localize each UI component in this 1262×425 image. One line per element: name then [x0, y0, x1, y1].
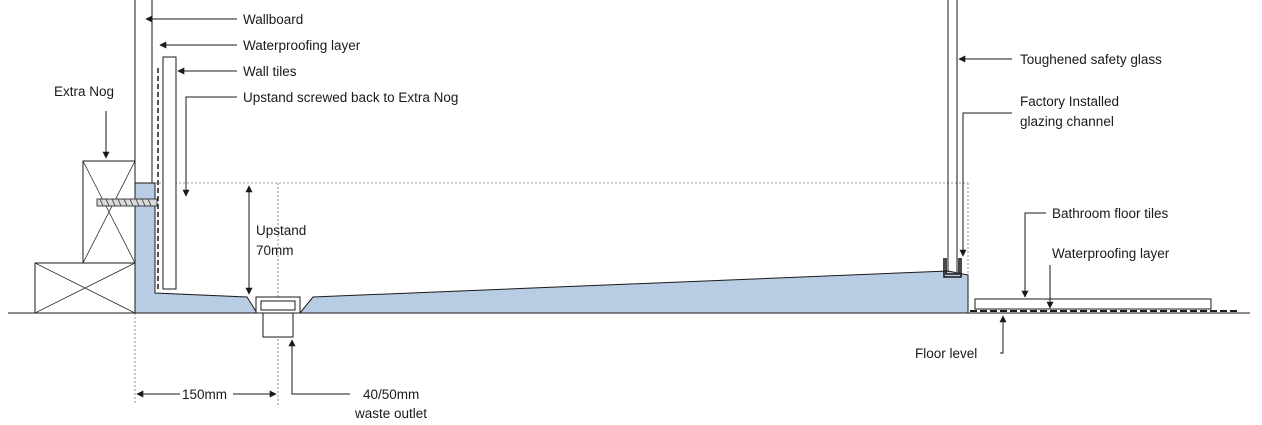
label-dim-150: 150mm [182, 387, 227, 402]
shower-tray-body [134, 182, 969, 314]
waste-outlet [255, 296, 301, 338]
label-waste-outlet-2: waste outlet [354, 406, 427, 421]
label-upstand-height: 70mm [256, 243, 294, 258]
label-wallboard: Wallboard [243, 12, 303, 27]
leader-lines [102, 15, 1054, 395]
extra-nog-lower [34, 262, 136, 314]
label-wall-tiles: Wall tiles [243, 64, 297, 79]
label-floor-level: Floor level [915, 346, 977, 361]
toughened-glass-panel [947, 0, 958, 272]
label-upstand-screwed: Upstand screwed back to Extra Nog [243, 90, 458, 105]
label-glazing-channel-2: glazing channel [1020, 114, 1114, 129]
label-toughened-glass: Toughened safety glass [1020, 52, 1162, 67]
wall-tiles [162, 56, 177, 290]
glazing-channel [943, 258, 962, 278]
upstand-screw [96, 198, 158, 207]
label-extra-nog: Extra Nog [54, 84, 114, 99]
label-glazing-channel-1: Factory Installed [1020, 94, 1119, 109]
label-bathroom-floor-tiles: Bathroom floor tiles [1052, 206, 1169, 221]
label-upstand: Upstand [256, 223, 306, 238]
label-waterproofing-floor: Waterproofing layer [1052, 246, 1170, 261]
extra-nog-upper [82, 160, 136, 264]
bathroom-floor-tiles [974, 298, 1212, 310]
label-waste-outlet-1: 40/50mm [363, 387, 419, 402]
label-waterproofing-wall: Waterproofing layer [243, 38, 361, 53]
